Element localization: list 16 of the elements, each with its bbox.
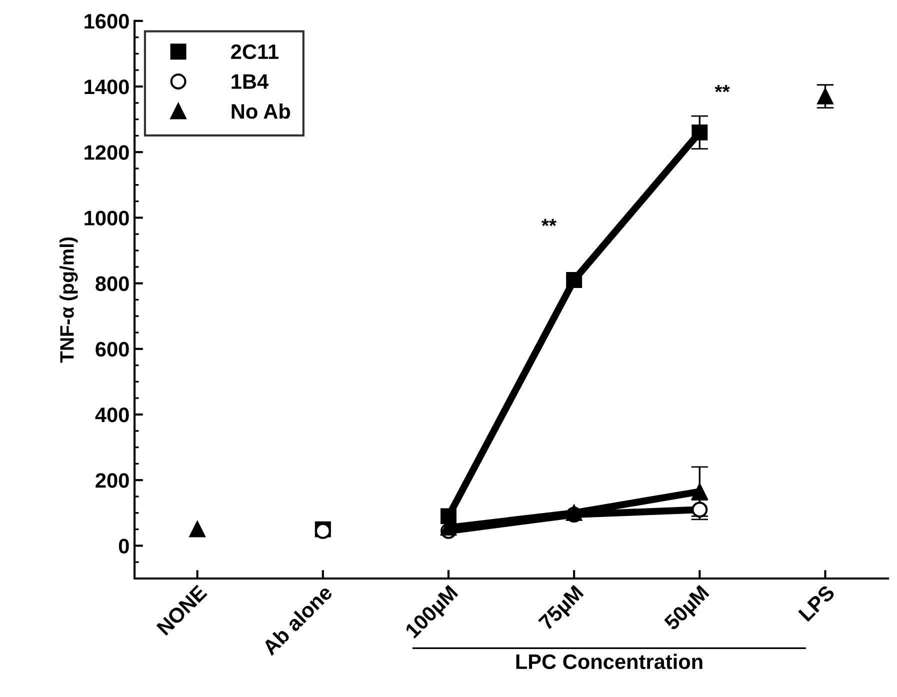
- y-tick-label: 0: [118, 538, 129, 554]
- y-tick-label: 1000: [84, 210, 129, 226]
- y-tick-label: 600: [96, 342, 129, 357]
- y-tick-label: 1400: [84, 80, 129, 94]
- y-tick-label: 1200: [84, 145, 129, 160]
- text: LPC Concentration: [516, 654, 702, 670]
- y-tick-label: 200: [96, 473, 129, 488]
- y-tick-label: 800: [96, 276, 129, 292]
- legend-label: 2C11: [231, 44, 278, 60]
- legend-label: No Ab: [232, 104, 290, 119]
- y-axis-title: TNF-α (pg/ml): [60, 237, 78, 363]
- y-tick-label: 400: [95, 408, 129, 422]
- annotation: **: [541, 218, 557, 226]
- legend-label: 1B4: [232, 74, 268, 89]
- y-tick-label: 1600: [84, 14, 129, 29]
- annotation: **: [714, 85, 730, 92]
